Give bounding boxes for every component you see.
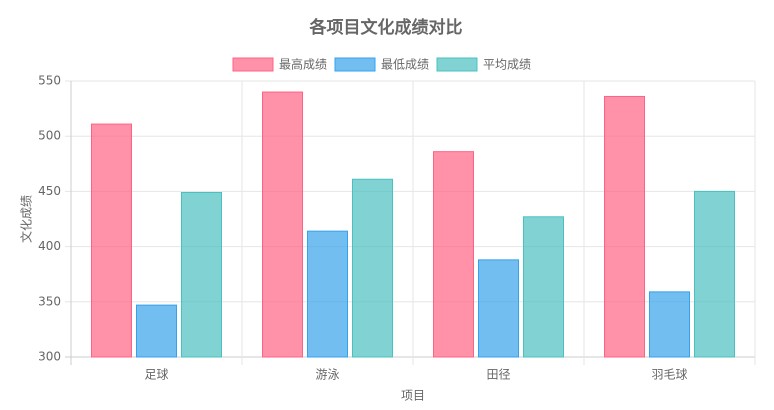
y-tick-label: 300 — [38, 350, 61, 364]
y-tick-label: 550 — [38, 74, 61, 88]
x-axis-title: 项目 — [401, 389, 425, 403]
bar — [604, 95, 645, 358]
legend-swatch — [334, 57, 376, 72]
x-tick-label: 羽毛球 — [651, 368, 687, 382]
y-tick-label: 400 — [38, 239, 61, 253]
bar — [307, 230, 348, 358]
bar — [478, 259, 519, 358]
bar — [433, 151, 474, 358]
bar — [91, 123, 132, 358]
y-tick-label: 500 — [38, 129, 61, 143]
x-tick-label: 足球 — [144, 368, 168, 382]
x-tick-label: 田径 — [486, 368, 510, 382]
legend-swatch — [436, 57, 478, 72]
legend-label: 最高成绩 — [279, 57, 327, 72]
bar — [649, 291, 690, 358]
bar — [262, 91, 303, 358]
bar — [136, 304, 177, 358]
chart-title: 各项目文化成绩对比 — [309, 17, 463, 38]
bar — [523, 216, 564, 358]
bar — [181, 192, 222, 358]
legend-label: 最低成绩 — [381, 58, 429, 72]
y-tick-label: 350 — [38, 294, 61, 308]
y-axis-title: 文化成绩 — [19, 195, 34, 243]
legend-swatch — [232, 57, 274, 72]
bar — [352, 178, 393, 358]
bar — [694, 190, 735, 358]
x-tick-label: 游泳 — [315, 368, 339, 382]
y-tick-label: 450 — [38, 184, 61, 198]
legend-label: 平均成绩 — [483, 58, 531, 72]
